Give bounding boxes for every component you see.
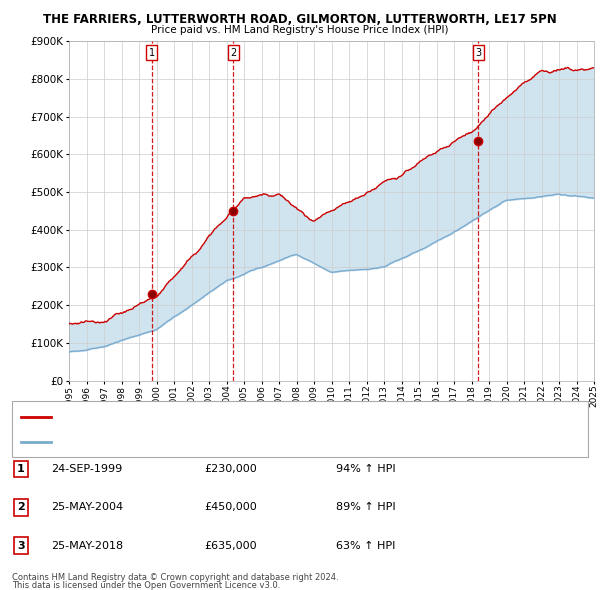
Text: 1: 1	[149, 48, 155, 58]
Text: This data is licensed under the Open Government Licence v3.0.: This data is licensed under the Open Gov…	[12, 581, 280, 590]
Text: 3: 3	[17, 541, 25, 550]
Text: 1: 1	[17, 464, 25, 474]
Text: 89% ↑ HPI: 89% ↑ HPI	[336, 503, 395, 512]
Text: 94% ↑ HPI: 94% ↑ HPI	[336, 464, 395, 474]
Text: 25-MAY-2004: 25-MAY-2004	[51, 503, 123, 512]
Text: Price paid vs. HM Land Registry's House Price Index (HPI): Price paid vs. HM Land Registry's House …	[151, 25, 449, 35]
Text: £230,000: £230,000	[204, 464, 257, 474]
Text: 3: 3	[475, 48, 481, 58]
Text: £635,000: £635,000	[204, 541, 257, 550]
Text: 24-SEP-1999: 24-SEP-1999	[51, 464, 122, 474]
Text: £450,000: £450,000	[204, 503, 257, 512]
Text: 25-MAY-2018: 25-MAY-2018	[51, 541, 123, 550]
Text: HPI: Average price, detached house, Harborough: HPI: Average price, detached house, Harb…	[57, 437, 278, 446]
Text: 2: 2	[17, 503, 25, 512]
Text: 63% ↑ HPI: 63% ↑ HPI	[336, 541, 395, 550]
Text: THE FARRIERS, LUTTERWORTH ROAD, GILMORTON, LUTTERWORTH, LE17 5PN: THE FARRIERS, LUTTERWORTH ROAD, GILMORTO…	[43, 13, 557, 26]
Text: 2: 2	[230, 48, 236, 58]
Text: THE FARRIERS, LUTTERWORTH ROAD, GILMORTON, LUTTERWORTH, LE17 5PN (detached): THE FARRIERS, LUTTERWORTH ROAD, GILMORTO…	[57, 412, 455, 421]
Text: Contains HM Land Registry data © Crown copyright and database right 2024.: Contains HM Land Registry data © Crown c…	[12, 572, 338, 582]
